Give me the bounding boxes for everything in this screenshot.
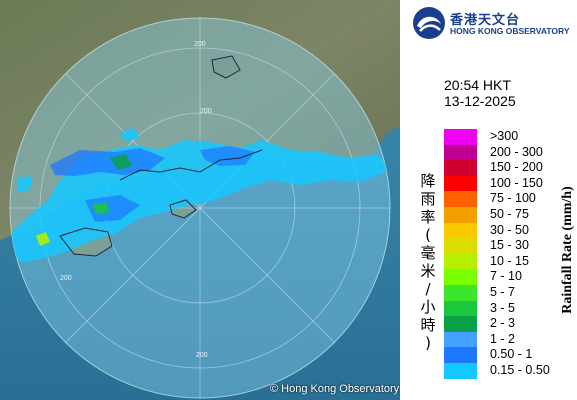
timestamp-time: 20:54 HKT [444, 77, 511, 93]
legend-label: 200 - 300 [490, 144, 543, 159]
legend-swatch [444, 238, 477, 254]
legend-item: 150 - 200 [444, 160, 574, 176]
hko-logo-icon [413, 7, 445, 39]
legend-label: 50 - 75 [490, 206, 529, 221]
legend-item: 5 - 7 [444, 284, 574, 301]
range-label-north: 200 [194, 41, 206, 48]
legend-item: 15 - 30 [444, 238, 574, 254]
legend-label: >300 [490, 129, 519, 143]
legend-item: 2 - 3 [444, 316, 574, 332]
radar-map: 200 200 200 200 [0, 0, 400, 400]
legend-label: 7 - 10 [490, 269, 522, 284]
legend-item: >300 [444, 129, 574, 145]
legend-panel: 香港天文台 HONG KONG OBSERVATORY 20:54 HKT 13… [400, 0, 577, 400]
legend-swatch [444, 175, 477, 192]
legend-item: 30 - 50 [444, 222, 574, 239]
legend-label: 2 - 3 [490, 316, 516, 331]
legend-label: 150 - 200 [490, 160, 543, 175]
legend-item: 3 - 5 [444, 300, 574, 317]
legend-swatch [444, 144, 477, 161]
legend-swatch [444, 362, 477, 379]
legend-swatch [444, 160, 477, 176]
legend-swatch [444, 347, 477, 363]
legend-item: 75 - 100 [444, 191, 574, 207]
logo-text-zh: 香港天文台 [450, 13, 521, 28]
legend-swatch [444, 300, 477, 317]
legend-label: 0.15 - 0.50 [490, 362, 550, 377]
hko-logo: 香港天文台 HONG KONG OBSERVATORY [412, 6, 577, 40]
rainfall-legend: >300 200 - 300 150 - 200 100 - 150 75 - 100 5… [444, 129, 574, 379]
legend-item: 50 - 75 [444, 206, 574, 223]
legend-swatch [444, 269, 477, 285]
logo-text-en: HONG KONG OBSERVATORY [450, 26, 570, 36]
legend-label: 30 - 50 [490, 222, 529, 237]
range-label-northeast: 200 [200, 108, 212, 115]
timestamp-date: 13-12-2025 [444, 93, 516, 109]
range-label-west: 200 [60, 275, 72, 282]
legend-item: 7 - 10 [444, 269, 574, 285]
legend-swatch [444, 284, 477, 301]
legend-swatch [444, 222, 477, 239]
legend-item: 100 - 150 [444, 175, 574, 192]
legend-label: 0.50 - 1 [490, 347, 533, 362]
legend-title-zh: 降 雨 率 ( 毫 米 / 小 時 ) [420, 172, 436, 352]
legend-label: 75 - 100 [490, 191, 536, 206]
legend-item: 1 - 2 [444, 331, 574, 348]
copyright-text: © Hong Kong Observatory [270, 383, 400, 395]
coastlines [59, 55, 263, 257]
legend-label: 100 - 150 [490, 175, 543, 190]
legend-swatch [444, 129, 477, 145]
legend-label: 3 - 5 [490, 300, 516, 315]
legend-swatch [444, 206, 477, 223]
legend-label: 15 - 30 [490, 238, 529, 253]
legend-item: 200 - 300 [444, 144, 574, 161]
legend-label: 10 - 15 [490, 253, 529, 268]
legend-item: 0.15 - 0.50 [444, 362, 574, 379]
legend-swatch [444, 191, 477, 207]
legend-item: 10 - 15 [444, 253, 574, 270]
legend-swatch [444, 331, 477, 348]
island-east [212, 56, 240, 78]
legend-label: 5 - 7 [490, 284, 516, 299]
legend-item: 0.50 - 1 [444, 347, 574, 363]
legend-label: 1 - 2 [490, 331, 516, 346]
legend-swatch [444, 316, 477, 332]
range-label-south: 200 [196, 352, 208, 359]
legend-swatch [444, 253, 477, 270]
